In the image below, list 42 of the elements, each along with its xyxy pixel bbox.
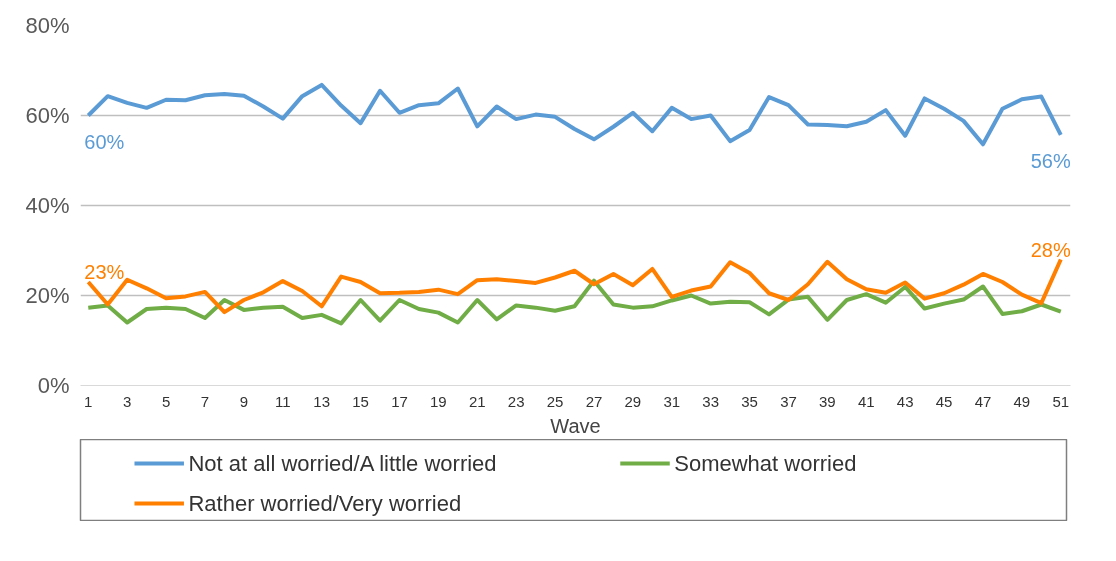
x-tick-label: 17 <box>391 392 408 410</box>
x-tick-label: 41 <box>857 392 875 410</box>
x-tick-label: 37 <box>780 392 797 410</box>
x-tick-label: 27 <box>585 392 603 410</box>
y-tick-label: 0% <box>37 373 70 398</box>
x-tick-label: 23 <box>507 392 525 410</box>
y-tick-label: 80% <box>25 13 70 38</box>
x-tick-label: 25 <box>546 392 564 410</box>
x-tick-label: 45 <box>935 392 953 410</box>
y-tick-label: 60% <box>25 103 70 128</box>
x-tick-label: 29 <box>624 392 642 410</box>
data-label: 56% <box>1030 149 1071 172</box>
x-tick-label: 35 <box>741 392 758 410</box>
x-tick-label: 1 <box>84 392 93 410</box>
data-label: 23% <box>84 261 125 283</box>
x-tick-label: 7 <box>200 392 210 410</box>
x-tick-label: 47 <box>974 392 992 410</box>
x-tick-label: 51 <box>1052 392 1070 410</box>
x-tick-label: 15 <box>352 392 369 410</box>
data-label: 28% <box>1030 238 1071 261</box>
line-series <box>86 82 1063 147</box>
line-series <box>86 257 1063 315</box>
y-tick-label: 20% <box>25 283 70 308</box>
legend-label: Rather worried/Very worried <box>188 491 462 516</box>
x-tick-label: 19 <box>430 392 447 410</box>
x-tick-label: 3 <box>123 392 132 410</box>
legend-label: Somewhat worried <box>674 451 857 476</box>
x-tick-label: 33 <box>702 392 720 410</box>
x-tick-label: 21 <box>468 392 486 410</box>
y-tick-label: 40% <box>25 193 70 218</box>
x-axis-title: Wave <box>550 414 601 437</box>
x-tick-label: 11 <box>274 392 291 410</box>
x-tick-label: 13 <box>313 392 331 410</box>
line-series <box>86 278 1063 326</box>
x-tick-label: 43 <box>896 392 914 410</box>
x-tick-label: 9 <box>239 392 249 410</box>
x-tick-label: 49 <box>1013 392 1031 410</box>
x-tick-label: 31 <box>663 392 681 410</box>
legend-label: Not at all worried/A little worried <box>188 451 497 476</box>
x-tick-label: 5 <box>161 392 171 410</box>
data-label: 60% <box>84 130 125 153</box>
x-tick-label: 39 <box>819 392 836 410</box>
